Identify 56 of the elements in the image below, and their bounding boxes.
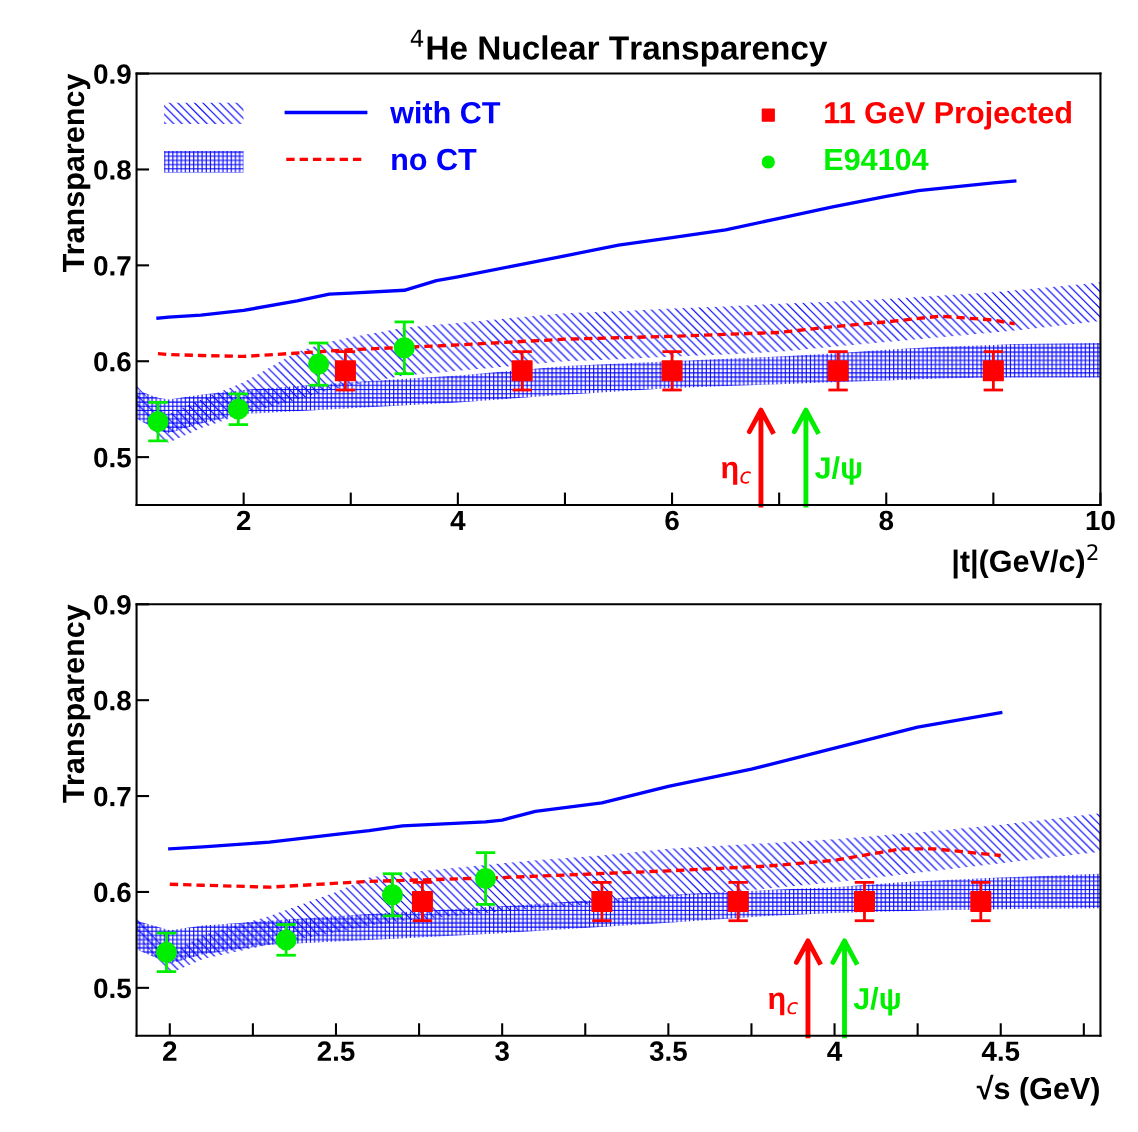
y-tick-label: 0.6 xyxy=(94,882,131,903)
x-tick-label: 8 xyxy=(879,510,894,531)
y-tick-label: 0.9 xyxy=(94,64,131,84)
x-tick-label: 2.5 xyxy=(317,1041,355,1062)
ref-line-label: η$_{c}$ xyxy=(722,461,751,485)
x-tick-label: 2 xyxy=(236,510,251,531)
point xyxy=(381,884,404,906)
line-series xyxy=(156,179,1017,320)
point xyxy=(511,360,533,382)
point xyxy=(727,891,749,913)
point xyxy=(970,891,992,913)
x-tick-label: 4.5 xyxy=(981,1041,1020,1062)
y-tick-label: 0.8 xyxy=(94,690,131,711)
point xyxy=(147,411,169,433)
ref-line-label: J/ψ xyxy=(853,987,900,1016)
point xyxy=(275,929,297,951)
point xyxy=(393,337,415,359)
point xyxy=(334,360,356,382)
y-tick-label: 0.5 xyxy=(94,978,131,999)
y-axis-title: Transparency xyxy=(62,73,91,272)
point xyxy=(853,891,875,913)
y-tick-label: 0.7 xyxy=(94,256,131,276)
point xyxy=(227,398,249,420)
point xyxy=(411,891,433,913)
x-tick-label: 10 xyxy=(1086,510,1115,531)
y-tick-label: 0.7 xyxy=(94,786,131,807)
legend-label: E94104 xyxy=(825,148,929,171)
point xyxy=(475,868,497,890)
line-series xyxy=(168,847,1003,889)
chart-title: $^{4}$He Nuclear Transparency xyxy=(410,29,828,67)
y-tick-label: 0.9 xyxy=(94,594,131,615)
line-series xyxy=(156,314,1017,359)
point xyxy=(661,360,683,382)
legend-label: no CT xyxy=(392,148,477,171)
x-tick-label: 4 xyxy=(827,1041,843,1061)
point xyxy=(827,360,849,382)
ref-line-label: η$_{c}$ xyxy=(769,992,798,1016)
x-tick-label: 3.5 xyxy=(649,1041,687,1062)
y-tick-label: 0.8 xyxy=(94,160,131,180)
line-series xyxy=(168,710,1003,851)
x-tick-label: 2 xyxy=(163,1041,177,1061)
x-tick-label: 3 xyxy=(495,1041,509,1062)
y-tick-label: 0.5 xyxy=(94,447,131,468)
x-axis-title: |t|(GeV/c)$^{2}$ xyxy=(953,544,1098,579)
y-tick-label: 0.6 xyxy=(94,351,131,372)
point xyxy=(591,891,613,913)
legend-label: with CT xyxy=(390,101,501,124)
point xyxy=(982,360,1004,382)
x-tick-label: 4 xyxy=(450,510,466,531)
x-tick-label: 6 xyxy=(665,510,679,531)
ref-line-label: J/ψ xyxy=(815,456,862,485)
point xyxy=(155,941,177,963)
point xyxy=(308,353,330,375)
x-axis-title: √s (GeV) xyxy=(976,1074,1099,1106)
y-axis-title: Transparency xyxy=(62,604,91,803)
legend-label: 11 GeV Projected xyxy=(825,101,1071,130)
